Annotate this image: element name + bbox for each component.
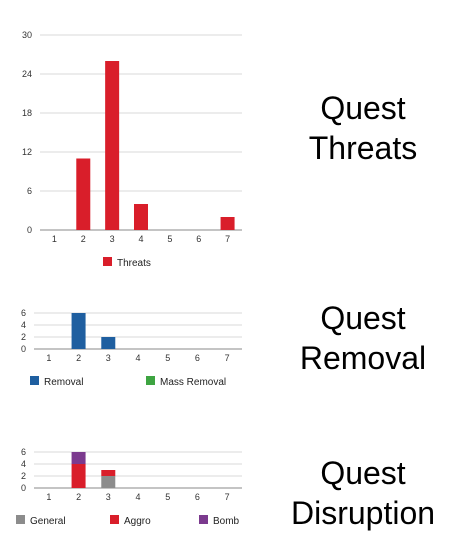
quest-threats-title: Quest Threats (278, 88, 448, 168)
bar (134, 204, 148, 230)
x-tick-label: 7 (225, 353, 230, 363)
y-tick-label: 12 (22, 147, 32, 157)
x-tick-label: 1 (46, 353, 51, 363)
title-line-1: Quest (320, 90, 406, 126)
legend-label: Bomb (213, 516, 240, 527)
x-tick-label: 2 (76, 492, 81, 502)
y-tick-label: 2 (21, 471, 26, 481)
legend-label: Mass Removal (160, 377, 226, 388)
y-tick-label: 2 (21, 332, 26, 342)
y-tick-label: 30 (22, 30, 32, 40)
y-tick-label: 6 (27, 186, 32, 196)
bar (220, 217, 235, 230)
x-tick-label: 3 (106, 353, 111, 363)
bar (76, 158, 91, 230)
title-line-2: Threats (308, 130, 418, 166)
removal-chart: 0 2 4 6 1 2 3 4 5 6 7 Removal Mass Removal (21, 308, 242, 388)
legend-swatch (110, 515, 119, 524)
y-tick-label: 0 (27, 225, 32, 235)
bar (101, 337, 116, 349)
y-tick-label: 0 (21, 483, 26, 493)
x-tick-label: 6 (195, 492, 200, 502)
y-tick-label: 0 (21, 344, 26, 354)
bar (101, 476, 116, 488)
quest-disruption-title: Quest Disruption (278, 453, 448, 533)
bar (105, 61, 120, 230)
legend-swatch (16, 515, 25, 524)
x-tick-label: 7 (225, 492, 230, 502)
y-tick-label: 6 (21, 308, 26, 318)
title-line-2: Disruption (290, 495, 436, 531)
disruption-chart: 0 2 4 6 1 2 3 4 5 6 7 General Aggro Bomb (16, 447, 242, 527)
y-tick-label: 18 (22, 108, 32, 118)
x-tick-label: 4 (138, 234, 143, 244)
x-tick-label: 6 (196, 234, 201, 244)
bar (101, 470, 116, 476)
x-tick-label: 2 (76, 353, 81, 363)
x-tick-label: 5 (167, 234, 172, 244)
legend-label: Threats (117, 258, 151, 269)
y-tick-label: 4 (21, 459, 26, 469)
title-line-1: Quest (320, 300, 406, 336)
legend-swatch (103, 257, 112, 266)
bar (71, 313, 86, 349)
bar (71, 452, 86, 464)
x-tick-label: 6 (195, 353, 200, 363)
x-tick-label: 1 (46, 492, 51, 502)
legend-swatch (30, 376, 39, 385)
title-line-1: Quest (320, 455, 406, 491)
x-tick-label: 5 (165, 353, 170, 363)
x-tick-label: 7 (225, 234, 230, 244)
x-tick-label: 4 (135, 492, 140, 502)
legend-label: Removal (44, 377, 83, 388)
y-tick-label: 4 (21, 320, 26, 330)
bar (71, 464, 86, 488)
y-tick-label: 24 (22, 69, 32, 79)
x-tick-label: 2 (81, 234, 86, 244)
x-tick-label: 3 (110, 234, 115, 244)
quest-removal-title: Quest Removal (278, 298, 448, 378)
legend-label: General (30, 516, 66, 527)
x-tick-label: 1 (52, 234, 57, 244)
legend-swatch (199, 515, 208, 524)
legend-label: Aggro (124, 516, 151, 527)
y-tick-label: 6 (21, 447, 26, 457)
title-line-2: Removal (299, 340, 427, 376)
legend-swatch (146, 376, 155, 385)
x-tick-label: 5 (165, 492, 170, 502)
x-tick-label: 3 (106, 492, 111, 502)
x-tick-label: 4 (135, 353, 140, 363)
